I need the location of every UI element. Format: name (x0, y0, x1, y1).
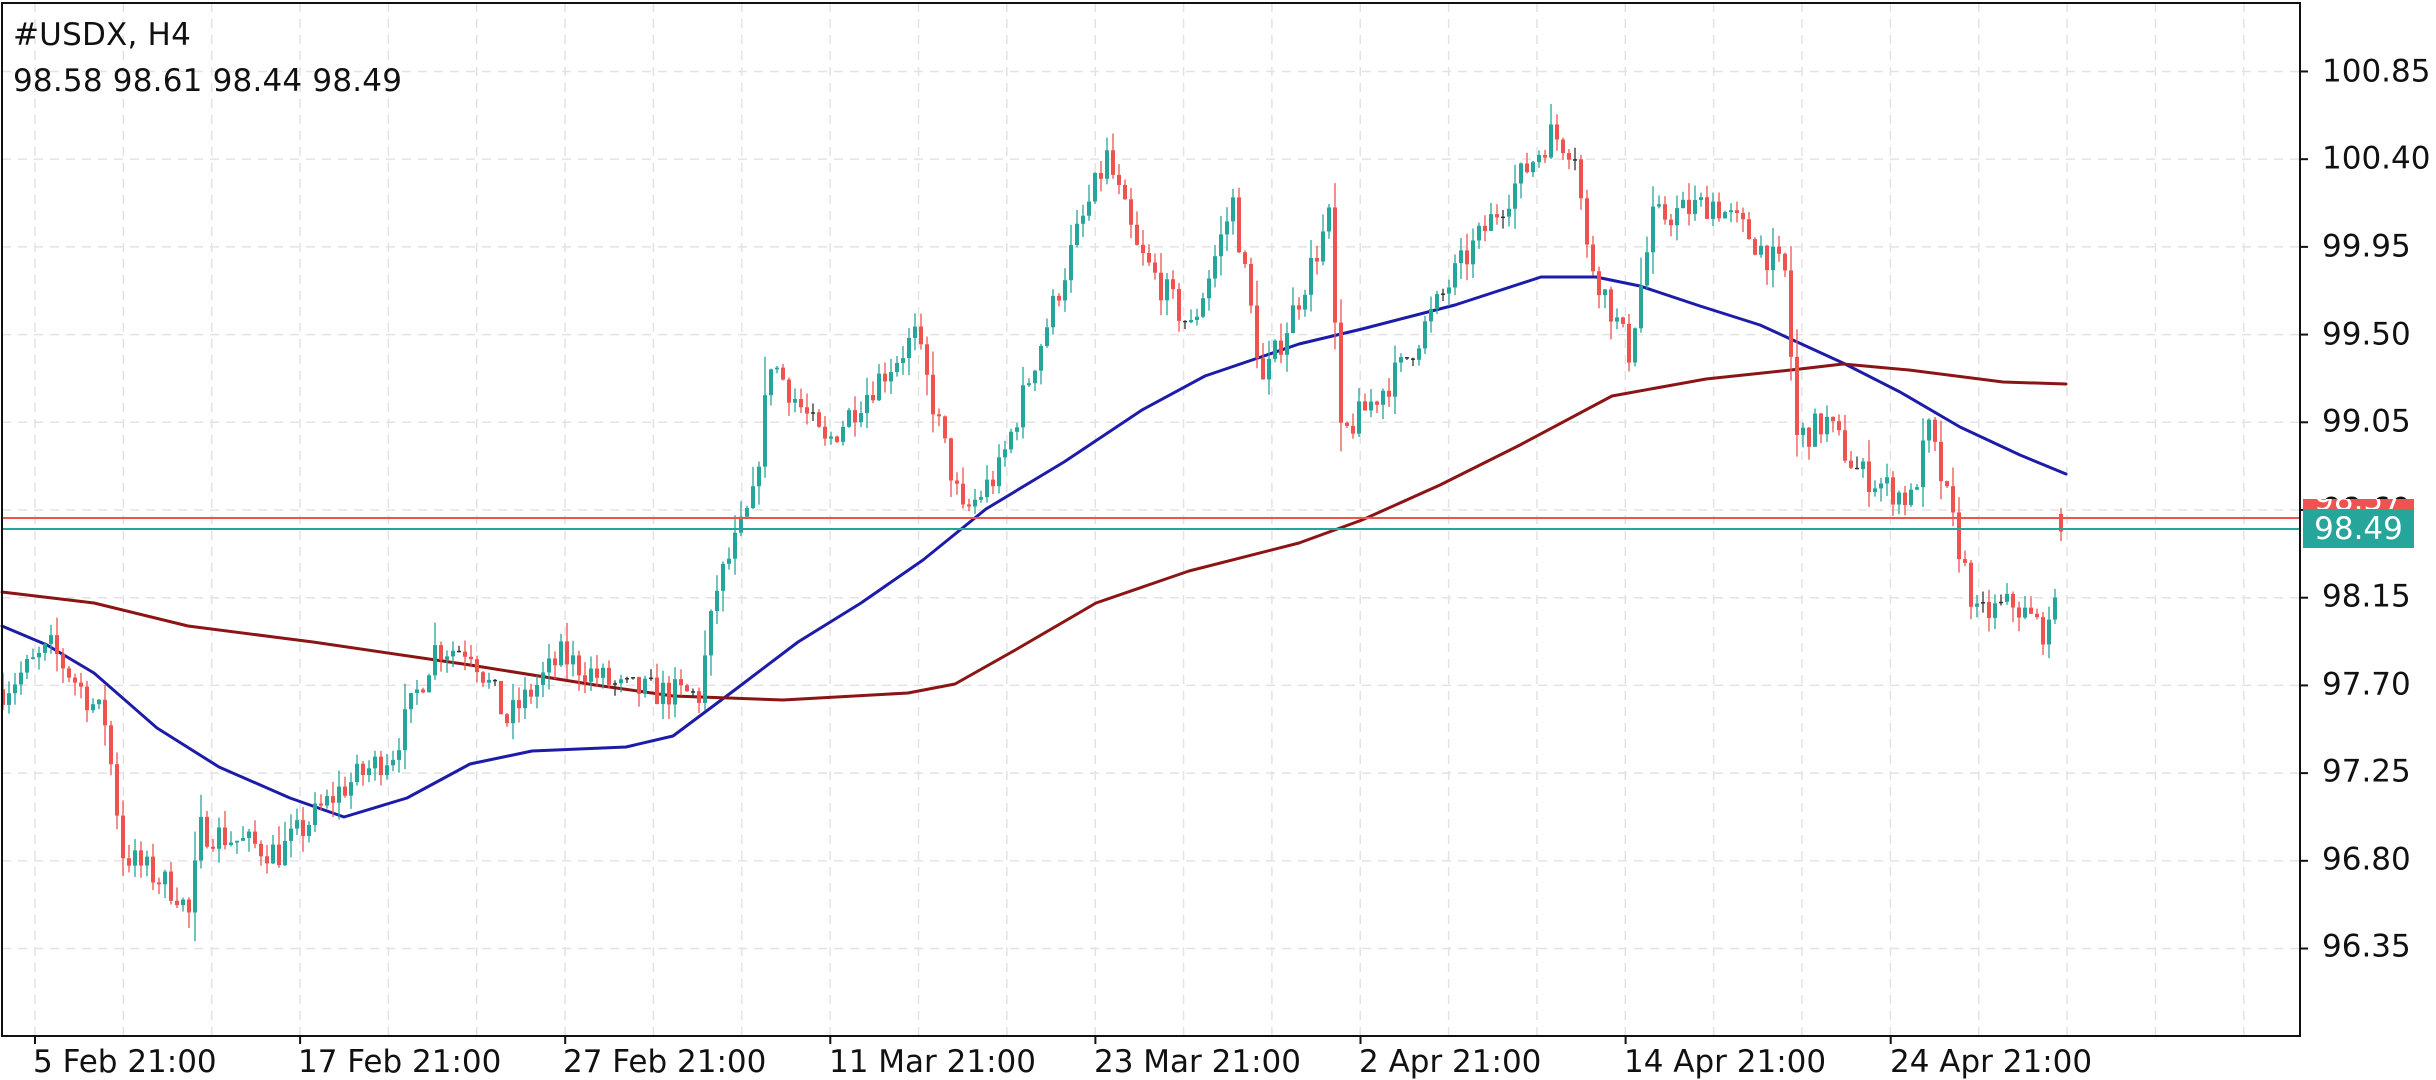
time-tick-label: 5 Feb 21:00 (33, 1044, 217, 1080)
last-price-tag: 98.49 (2303, 509, 2414, 548)
time-tick-label: 14 Apr 21:00 (1624, 1044, 1827, 1080)
time-tick-label: 24 Apr 21:00 (1890, 1044, 2093, 1080)
symbol-timeframe-label: #USDX, H4 (13, 17, 191, 53)
chart-grid (2, 3, 2300, 1036)
candlestick-series (1, 103, 2063, 942)
moving-averages (0, 275, 2068, 819)
time-tick-label: 2 Apr 21:00 (1359, 1044, 1542, 1080)
time-tick-label: 17 Feb 21:00 (298, 1044, 502, 1080)
price-tick-label: 96.80 (2322, 841, 2411, 878)
time-tick-label: 23 Mar 21:00 (1094, 1044, 1301, 1080)
price-tick-label: 100.85 (2322, 53, 2431, 90)
price-tick-label: 99.95 (2322, 228, 2411, 265)
price-tick-label: 99.05 (2322, 403, 2411, 440)
time-tick-label: 27 Feb 21:00 (563, 1044, 767, 1080)
ohlc-values: 98.58 98.61 98.44 98.49 (13, 63, 403, 99)
price-tick-label: 98.15 (2322, 578, 2411, 615)
time-tick-label: 11 Mar 21:00 (829, 1044, 1036, 1080)
chart-frame (1, 2, 2308, 1044)
price-tick-label: 99.50 (2322, 316, 2411, 353)
price-tick-label: 97.25 (2322, 753, 2411, 790)
price-tick-label: 100.40 (2322, 140, 2431, 177)
price-tick-label: 97.70 (2322, 666, 2411, 703)
price-lines (2, 517, 2300, 530)
price-tick-label: 96.35 (2322, 928, 2411, 965)
